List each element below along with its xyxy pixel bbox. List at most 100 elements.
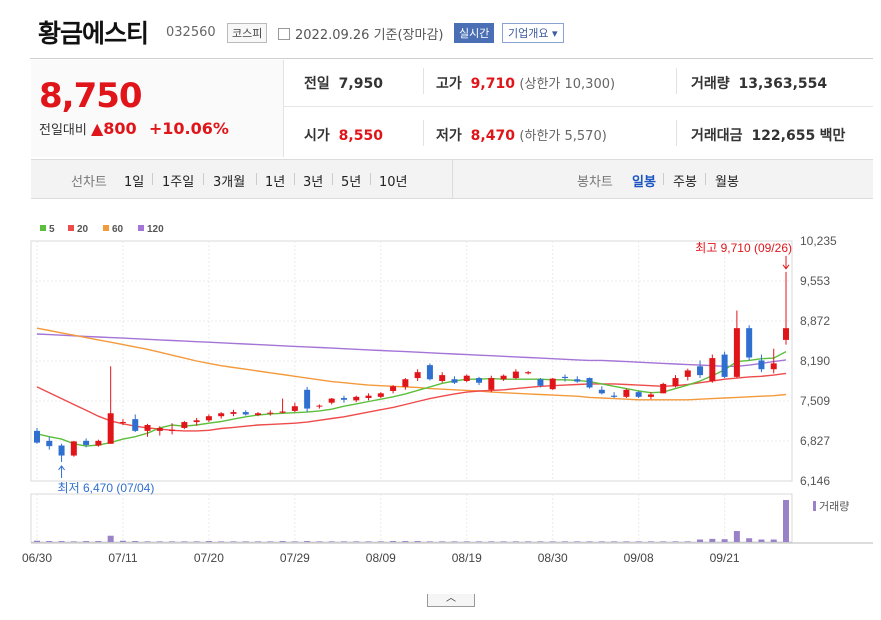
volume-bar [316,541,323,542]
volume-bar [598,541,605,542]
volume-bar [414,541,421,542]
period-10y[interactable]: 10년 [379,175,408,190]
candle [574,376,581,383]
line-chart-label: 선차트 [71,175,107,190]
candle [783,271,789,345]
candle-body [230,412,237,414]
x-tick-label: 09/08 [624,551,654,565]
low-value: 8,470 [470,128,515,144]
volume-bar [611,541,618,542]
candle-body [684,370,691,377]
volume-bar [58,541,65,542]
volume-label: 거래량 [691,76,730,92]
candle [279,398,286,414]
candle [414,369,421,381]
stock-code: 032560 [166,25,216,40]
candle-body [721,354,728,377]
volume-bar [758,539,765,542]
candle-body [205,416,212,421]
period-weekly[interactable]: 주봉 [673,175,697,190]
open-price: 시가 8,550 [304,125,383,145]
period-1w[interactable]: 1주일 [162,175,195,190]
volume-bar [279,541,286,542]
candle [635,390,642,399]
legend-label: 120 [147,224,164,235]
volume-bar [267,541,274,542]
candle [46,436,53,450]
candle [561,374,568,382]
period-1d[interactable]: 1일 [124,175,145,190]
candle [463,374,470,383]
candle-body [537,379,544,386]
period-monthly[interactable]: 월봉 [715,175,739,190]
candle-body [316,405,323,407]
low-arrow-head [58,465,65,471]
candle-body [488,378,495,390]
candle [721,351,728,379]
realtime-button[interactable]: 실시간 [454,23,495,43]
candle-body [746,328,753,358]
period-3y[interactable]: 3년 [303,175,324,190]
volume-legend-swatch [813,501,816,511]
info-sep [676,68,677,94]
period-5y[interactable]: 5년 [341,175,362,190]
y-tick-label: 9,553 [800,274,830,288]
volume-bar [451,541,458,542]
candle-body [58,445,65,456]
volume-bar [770,539,777,542]
collapse-button[interactable]: ︿ [427,594,475,607]
tab-sep [256,173,257,185]
chart-tabs: 선차트 1일 1주일 3개월 1년 3년 5년 10년 봉차트 일봉 주봉 월봉 [31,159,873,199]
candle-body [328,398,335,403]
candle [181,420,188,430]
candle [230,409,237,417]
volume-bar [83,541,90,542]
candle-body [107,413,114,444]
volume-bar [512,541,519,542]
candle-body [414,372,421,379]
period-3m[interactable]: 3개월 [213,175,246,190]
candle [586,377,593,389]
candle-body [95,440,102,446]
volume-bar [488,541,495,542]
candle-body [119,422,126,424]
candle-body [402,379,409,387]
candle-body [611,395,618,397]
volume-bar [783,500,789,542]
candle [267,410,274,416]
high-annotation: 최고 9,710 (09/26) [695,241,792,255]
volume-info: 거래량 13,363,554 [691,73,827,93]
volume-bar [156,541,163,542]
volume-bar [574,541,581,542]
period-daily[interactable]: 일봉 [632,175,656,190]
candle [709,354,716,383]
candle-body [561,376,568,379]
company-info-dropdown[interactable]: 기업개요 ▾ [502,23,564,43]
candlestick-chart[interactable]: 10,235 9,553 8,872 8,190 7,509 6,827 6,146 06/3… [0,205,881,593]
prev-label: 전일 [304,76,330,92]
amount-value: 122,655 [751,128,816,144]
period-1y[interactable]: 1년 [265,175,286,190]
volume-bar [586,541,593,542]
y-tick-label: 8,190 [800,354,830,368]
legend-label: 60 [112,224,124,235]
candle-body [365,395,372,399]
candle-body [340,398,347,400]
x-tick-label: 07/29 [280,551,310,565]
volume-bar [402,541,409,542]
candle-body [451,379,458,383]
volume-bar [95,541,102,542]
change-percent: +10.06% [148,119,229,138]
legend-swatch [138,225,144,231]
tab-sep [663,173,664,185]
info-divider [284,106,873,107]
candle-body [672,378,679,387]
candle [758,354,765,373]
upper-limit: (상한가 10,300) [519,77,616,92]
amount-label: 거래대금 [691,128,743,144]
candle-body [770,363,777,370]
volume-bar [476,541,483,542]
candle [144,423,151,437]
candle [156,426,163,436]
candle [95,439,102,447]
